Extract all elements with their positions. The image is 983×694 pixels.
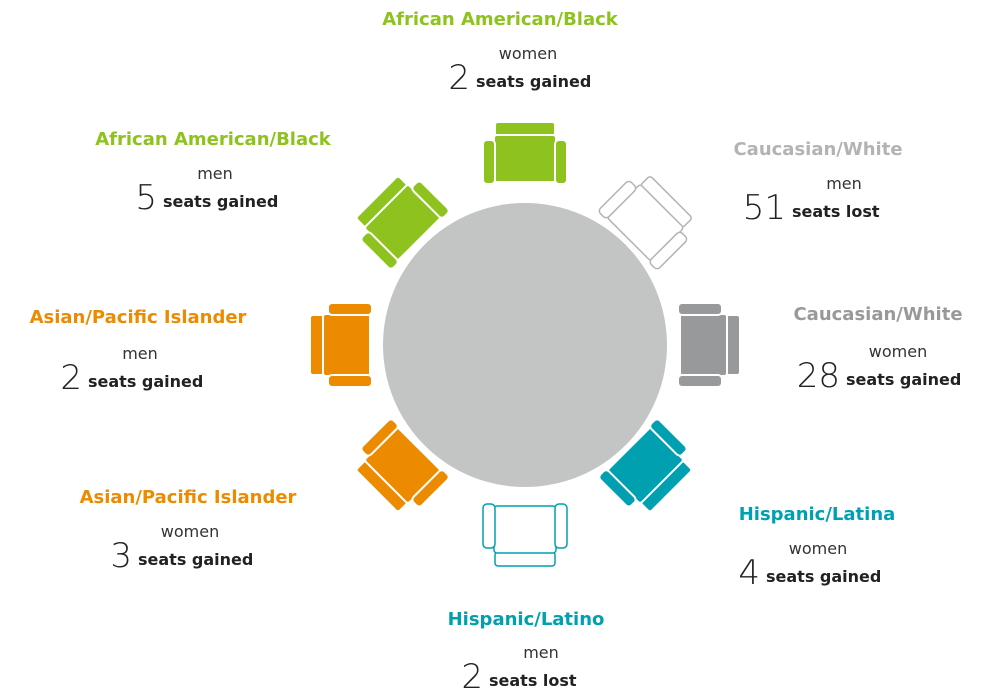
chair (598, 418, 693, 513)
chair-arm (327, 302, 373, 316)
seat-number: 5 (135, 178, 157, 218)
group-label: African American/Black (95, 129, 332, 150)
chair-arm (482, 139, 496, 185)
chair (482, 503, 568, 567)
gender: men (197, 164, 233, 183)
chair-arm (554, 139, 568, 185)
gender: men (826, 174, 862, 193)
chair-back (725, 314, 741, 376)
seat-number: 51 (743, 188, 786, 228)
chair-seat (493, 134, 557, 183)
chair-back (494, 121, 556, 137)
gender: women (499, 44, 557, 63)
seat-change: seats gained (163, 192, 278, 211)
seat-change: seats lost (489, 671, 577, 690)
seat-number: 2 (448, 58, 470, 98)
seat-number: 28 (797, 356, 840, 396)
chair-arm (649, 231, 688, 270)
chair (355, 418, 450, 513)
table (383, 203, 667, 487)
chair (482, 121, 568, 185)
group-label: Hispanic/Latino (448, 609, 605, 630)
gender: men (122, 344, 158, 363)
chair (677, 302, 741, 388)
seat-change: seats gained (88, 372, 203, 391)
chair-arm (411, 469, 450, 508)
chair-arm (360, 418, 399, 457)
chair-seat (322, 313, 371, 377)
group-label: Asian/Pacific Islander (30, 307, 247, 328)
chair-arm (677, 302, 723, 316)
chair-arm (677, 374, 723, 388)
chair-seat (679, 313, 728, 377)
group-label: Asian/Pacific Islander (80, 487, 297, 508)
chair-arm (411, 180, 450, 219)
chair-arm (360, 231, 399, 270)
group-label: Caucasian/White (733, 139, 902, 160)
chair-arm (327, 374, 373, 388)
seat-change: seats lost (792, 202, 880, 221)
seat-change: seats gained (846, 370, 961, 389)
seat-change: seats gained (138, 550, 253, 569)
chair-arm (598, 180, 637, 219)
chair (309, 302, 373, 388)
seat-number: 2 (461, 657, 483, 694)
gender: men (523, 643, 559, 662)
seat-number: 4 (738, 553, 760, 593)
chair-back (494, 551, 556, 567)
seat-change: seats gained (476, 72, 591, 91)
chair (598, 176, 692, 270)
seat-number: 3 (110, 536, 132, 576)
chair (355, 175, 450, 270)
seat-change: seats gained (766, 567, 881, 586)
chair-seat (493, 505, 557, 554)
gender: women (869, 342, 927, 361)
chair-arm (554, 503, 568, 549)
group-label: African American/Black (382, 9, 619, 30)
chair-arm (649, 418, 688, 457)
chair-arm (598, 469, 637, 508)
gender: women (789, 539, 847, 558)
chair-back (309, 314, 325, 376)
seat-number: 2 (60, 358, 82, 398)
group-label: Hispanic/Latina (739, 504, 896, 525)
chair-arm (482, 503, 496, 549)
group-label: Caucasian/White (793, 304, 962, 325)
gender: women (161, 522, 219, 541)
